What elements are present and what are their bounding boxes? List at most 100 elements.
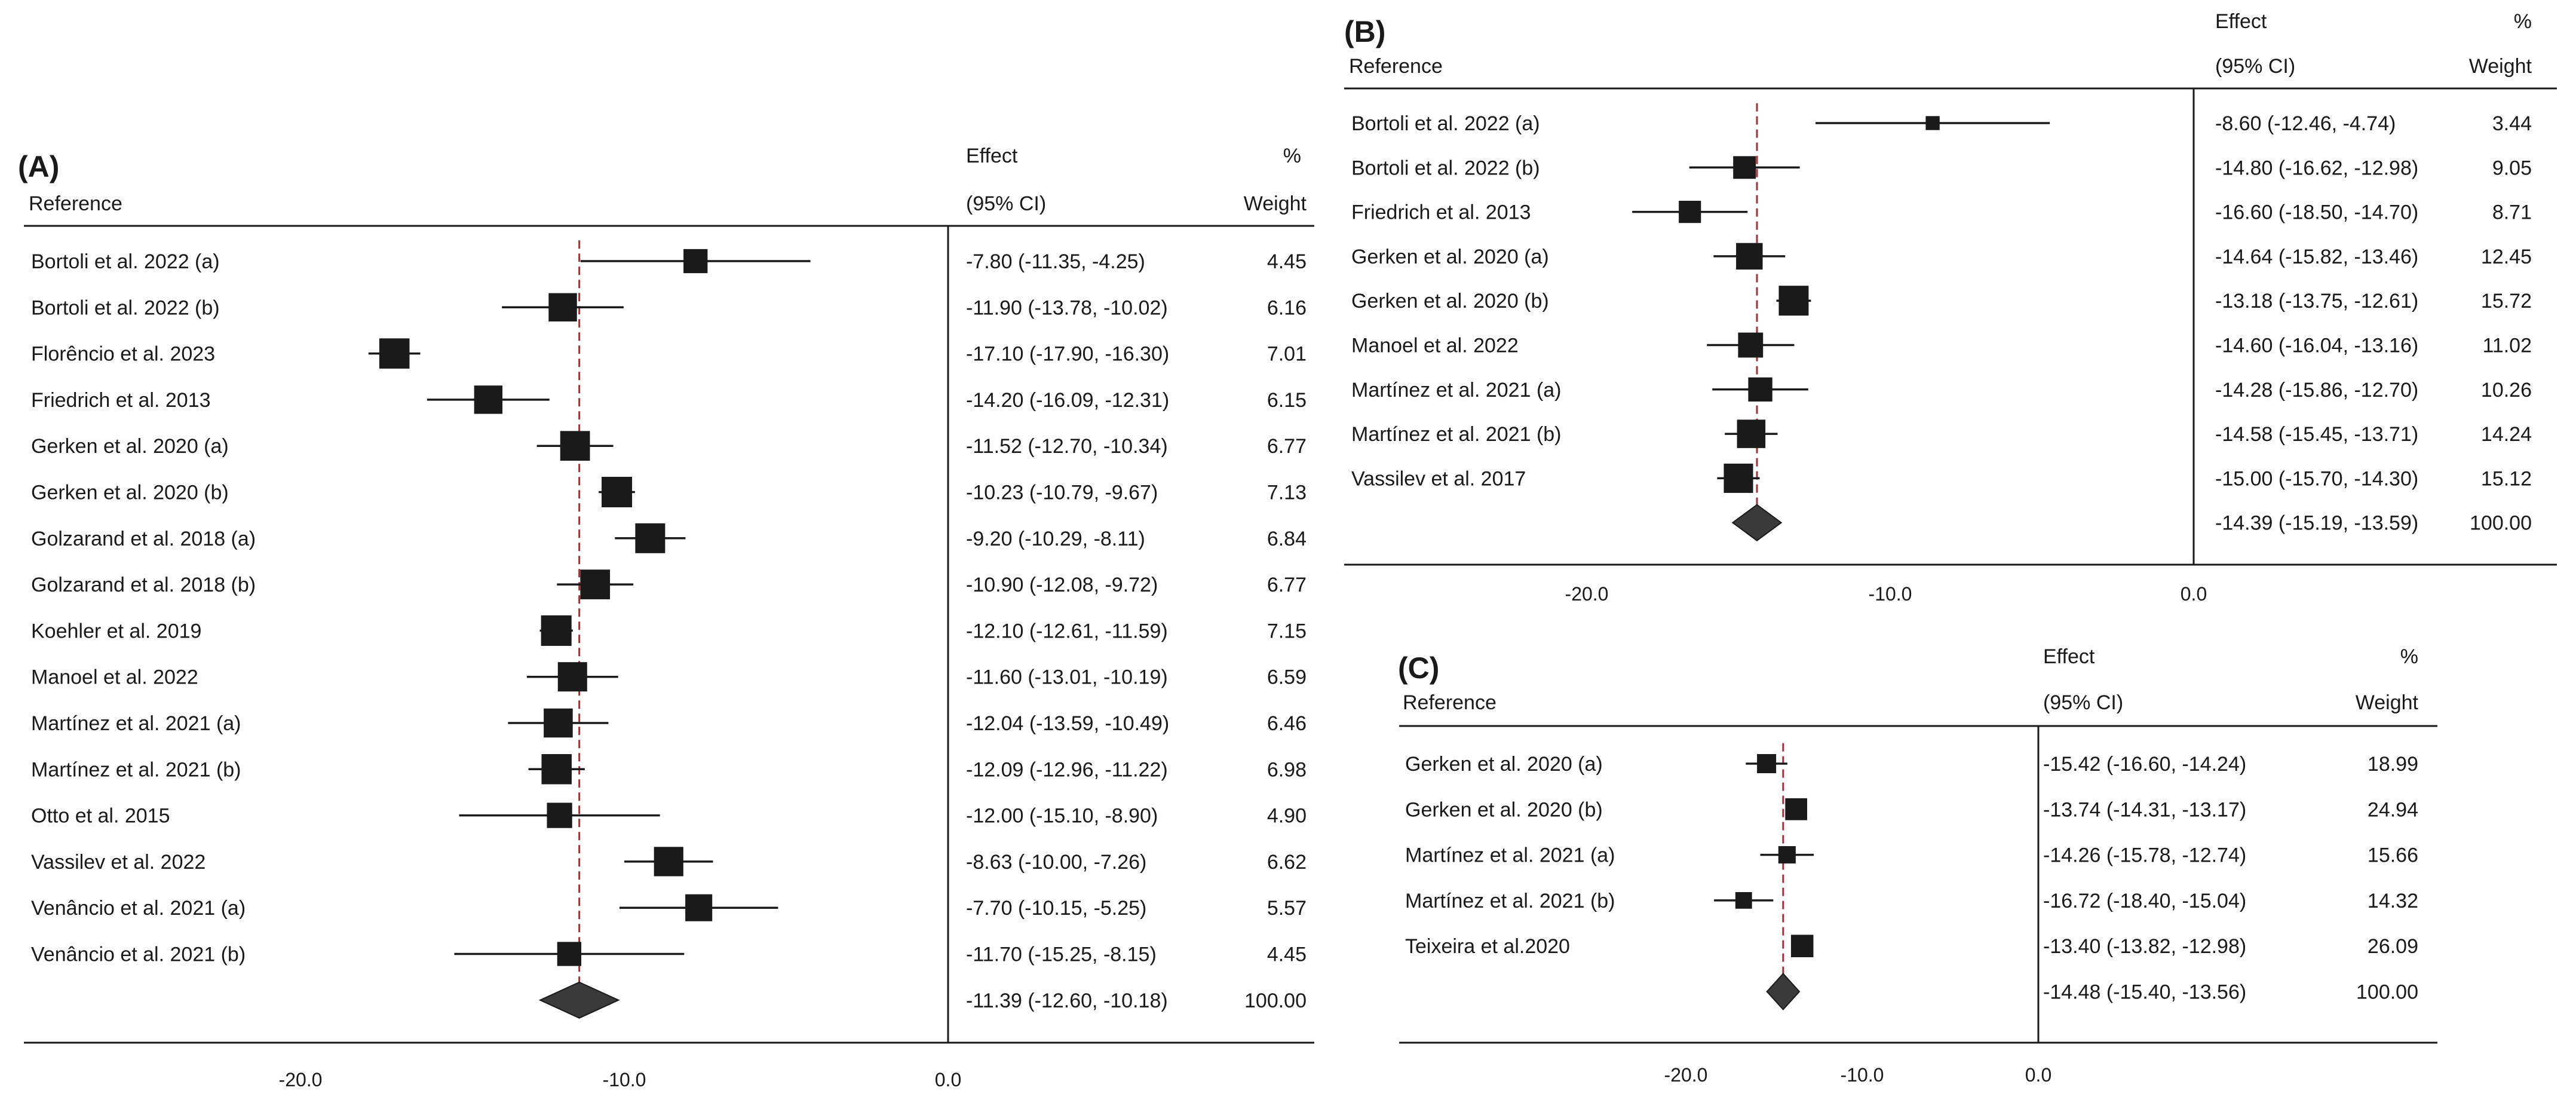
- effect-value: -15.42 (-16.60, -14.24): [2043, 753, 2246, 776]
- effect-value: -16.60 (-18.50, -14.70): [2215, 201, 2418, 224]
- header-weight: Weight: [2469, 55, 2532, 78]
- weight-value: 3.44: [2492, 112, 2532, 135]
- effect-marker: [560, 431, 590, 461]
- study-label: Florêncio et al. 2023: [31, 343, 215, 366]
- weight-value: 4.90: [1267, 805, 1307, 828]
- weight-value: 6.46: [1267, 712, 1307, 735]
- weight-value: 6.59: [1267, 666, 1307, 689]
- panel-label: (C): [1398, 651, 1439, 685]
- study-label: Martínez et al. 2021 (a): [1351, 379, 1562, 402]
- x-tick-label: 0.0: [2025, 1064, 2051, 1086]
- effect-value: -14.80 (-16.62, -12.98): [2215, 157, 2418, 179]
- study-label: Friedrich et al. 2013: [31, 389, 211, 412]
- header-percent: %: [2400, 645, 2418, 668]
- weight-value: 6.15: [1267, 389, 1307, 412]
- weight-value: 9.05: [2492, 157, 2532, 179]
- header-weight: Weight: [2356, 691, 2419, 714]
- effect-marker: [1748, 377, 1772, 402]
- panel-a: (A) Effect % Reference (95% CI) Weight -20.0 -1…: [18, 145, 1314, 1090]
- overall-weight-value: 100.00: [1244, 989, 1307, 1012]
- header-reference: Reference: [1349, 55, 1443, 78]
- effect-marker: [544, 708, 573, 738]
- weight-value: 11.02: [2482, 335, 2532, 357]
- effect-value: -10.23 (-10.79, -9.67): [966, 482, 1158, 504]
- study-label: Martínez et al. 2021 (b): [31, 758, 241, 781]
- effect-value: -13.74 (-14.31, -13.17): [2043, 798, 2246, 821]
- study-label: Otto et al. 2015: [31, 805, 170, 828]
- effect-value: -14.20 (-16.09, -12.31): [966, 389, 1169, 412]
- study-label: Koehler et al. 2019: [31, 620, 201, 642]
- effect-value: -12.00 (-15.10, -8.90): [966, 805, 1158, 828]
- overall-effect-value: -11.39 (-12.60, -10.18): [966, 989, 1168, 1012]
- panel-label: (B): [1344, 15, 1385, 48]
- weight-value: 6.77: [1267, 435, 1307, 458]
- study-label: Gerken et al. 2020 (b): [1405, 798, 1603, 821]
- overall-weight-value: 100.00: [2356, 981, 2418, 1004]
- effect-value: -12.09 (-12.96, -11.22): [966, 758, 1168, 781]
- effect-marker: [580, 569, 611, 599]
- effect-marker: [379, 338, 410, 369]
- header-percent: %: [1283, 145, 1301, 167]
- weight-value: 26.09: [2368, 935, 2418, 958]
- effect-value: -10.90 (-12.08, -9.72): [966, 574, 1158, 596]
- overall-effect-value: -14.48 (-15.40, -13.56): [2043, 981, 2246, 1004]
- weight-value: 6.84: [1267, 528, 1307, 550]
- effect-marker: [685, 894, 713, 921]
- header-effect: Effect: [2215, 10, 2267, 33]
- x-tick-label: 0.0: [2181, 583, 2207, 605]
- weight-value: 6.16: [1267, 296, 1307, 319]
- study-label: Gerken et al. 2020 (a): [1405, 753, 1603, 776]
- study-label: Gerken et al. 2020 (b): [31, 482, 229, 504]
- weight-value: 10.26: [2481, 379, 2532, 402]
- effect-marker: [1733, 156, 1756, 179]
- study-label: Golzarand et al. 2018 (b): [31, 574, 256, 596]
- overall-weight-value: 100.00: [2470, 512, 2532, 535]
- effect-value: -7.80 (-11.35, -4.25): [966, 250, 1145, 273]
- effect-value: -9.20 (-10.29, -8.11): [966, 528, 1145, 550]
- study-label: Manoel et al. 2022: [1351, 335, 1519, 357]
- x-tick-label: -10.0: [603, 1069, 646, 1090]
- x-tick-label: -20.0: [1664, 1064, 1708, 1086]
- effect-marker: [1738, 332, 1764, 358]
- study-label: Venâncio et al. 2021 (b): [31, 943, 246, 966]
- effect-marker: [1778, 286, 1809, 316]
- study-label: Venâncio et al. 2021 (a): [31, 897, 246, 920]
- effect-value: -14.28 (-15.86, -12.70): [2215, 379, 2418, 402]
- weight-value: 5.57: [1267, 897, 1307, 920]
- header-ci: (95% CI): [2215, 55, 2295, 78]
- header-effect: Effect: [966, 145, 1018, 167]
- effect-value: -14.60 (-16.04, -13.16): [2215, 335, 2418, 357]
- study-label: Gerken et al. 2020 (a): [31, 435, 229, 458]
- weight-value: 15.12: [2481, 467, 2532, 490]
- effect-value: -14.64 (-15.82, -13.46): [2215, 246, 2418, 268]
- weight-value: 24.94: [2368, 798, 2418, 821]
- x-tick-label: -20.0: [1565, 583, 1609, 605]
- x-tick-label: -10.0: [1869, 583, 1912, 605]
- weight-value: 18.99: [2368, 753, 2418, 776]
- effect-marker: [1679, 201, 1701, 223]
- weight-value: 12.45: [2481, 246, 2532, 268]
- weight-value: 6.98: [1267, 758, 1307, 781]
- study-label: Teixeira et al.2020: [1405, 935, 1570, 958]
- weight-value: 7.01: [1267, 343, 1307, 366]
- weight-value: 15.72: [2481, 290, 2532, 313]
- study-label: Golzarand et al. 2018 (a): [31, 528, 256, 550]
- overall-effect-value: -14.39 (-15.19, -13.59): [2215, 512, 2418, 535]
- effect-marker: [602, 476, 633, 508]
- study-label: Bortoli et al. 2022 (b): [31, 296, 220, 319]
- effect-marker: [541, 754, 572, 785]
- panel-label: (A): [18, 150, 59, 183]
- effect-marker: [557, 662, 587, 692]
- effect-value: -7.70 (-10.15, -5.25): [966, 897, 1146, 920]
- study-label: Gerken et al. 2020 (b): [1351, 290, 1549, 313]
- study-label: Vassilev et al. 2017: [1351, 467, 1526, 490]
- effect-value: -12.10 (-12.61, -11.59): [966, 620, 1168, 642]
- header-effect: Effect: [2043, 645, 2095, 668]
- effect-marker: [654, 847, 683, 877]
- weight-value: 7.15: [1267, 620, 1307, 642]
- study-label: Gerken et al. 2020 (a): [1351, 246, 1549, 268]
- study-label: Martínez et al. 2021 (a): [1405, 844, 1615, 867]
- weight-value: 14.32: [2368, 890, 2418, 912]
- weight-value: 4.45: [1267, 250, 1307, 273]
- study-label: Bortoli et al. 2022 (a): [31, 250, 220, 273]
